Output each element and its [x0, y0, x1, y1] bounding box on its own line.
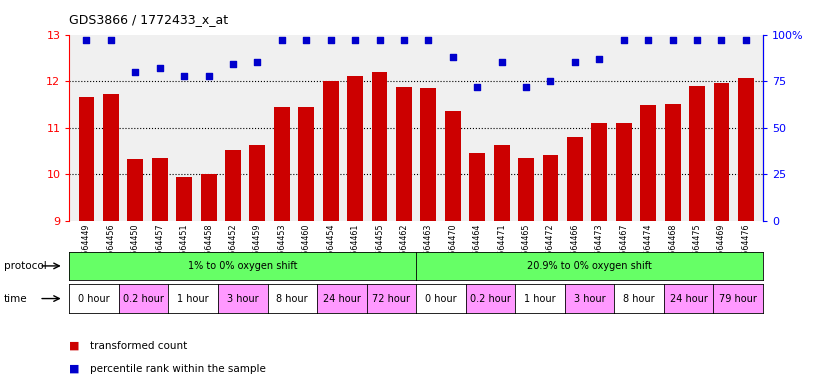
Bar — [152, 158, 167, 221]
Bar — [665, 104, 681, 221]
Point — [617, 37, 630, 43]
Text: 0 hour: 0 hour — [78, 293, 110, 304]
Bar — [641, 105, 656, 221]
Point — [641, 37, 654, 43]
Text: transformed count: transformed count — [90, 341, 187, 351]
Point — [471, 84, 484, 90]
Text: ■: ■ — [69, 341, 80, 351]
Bar — [469, 153, 486, 221]
Point — [544, 78, 557, 84]
Text: 72 hour: 72 hour — [372, 293, 410, 304]
Text: 8 hour: 8 hour — [277, 293, 308, 304]
Text: ■: ■ — [69, 364, 80, 374]
Text: time: time — [4, 293, 28, 304]
Point — [715, 37, 728, 43]
Point — [104, 37, 118, 43]
Point — [324, 37, 337, 43]
Point — [739, 37, 752, 43]
Text: percentile rank within the sample: percentile rank within the sample — [90, 364, 266, 374]
Point — [520, 84, 533, 90]
Point — [251, 60, 264, 66]
Bar — [592, 123, 607, 221]
Text: GDS3866 / 1772433_x_at: GDS3866 / 1772433_x_at — [69, 13, 228, 26]
Point — [80, 37, 93, 43]
Text: protocol: protocol — [4, 261, 47, 271]
Bar — [225, 150, 241, 221]
Text: 24 hour: 24 hour — [670, 293, 707, 304]
Point — [373, 37, 386, 43]
Point — [690, 37, 703, 43]
Point — [666, 37, 679, 43]
Text: 0.2 hour: 0.2 hour — [470, 293, 511, 304]
Bar — [738, 78, 754, 221]
Text: 3 hour: 3 hour — [574, 293, 605, 304]
Text: 3 hour: 3 hour — [227, 293, 259, 304]
Point — [153, 65, 166, 71]
Point — [129, 69, 142, 75]
Point — [202, 73, 215, 79]
Point — [275, 37, 288, 43]
Point — [178, 73, 191, 79]
Bar — [103, 94, 119, 221]
Point — [227, 61, 240, 68]
Bar — [78, 98, 95, 221]
Bar — [127, 159, 144, 221]
Bar — [445, 111, 461, 221]
Point — [569, 60, 582, 66]
Text: 79 hour: 79 hour — [719, 293, 757, 304]
Text: 20.9% to 0% oxygen shift: 20.9% to 0% oxygen shift — [527, 261, 652, 271]
Point — [592, 56, 605, 62]
Bar — [689, 86, 705, 221]
Bar — [176, 177, 192, 221]
Text: 1% to 0% oxygen shift: 1% to 0% oxygen shift — [188, 261, 298, 271]
Bar — [518, 158, 534, 221]
Bar — [347, 76, 363, 221]
Bar — [420, 88, 437, 221]
Bar — [299, 107, 314, 221]
Bar — [396, 87, 412, 221]
Point — [446, 54, 459, 60]
Bar — [543, 155, 558, 221]
Text: 1 hour: 1 hour — [177, 293, 209, 304]
Bar — [371, 72, 388, 221]
Point — [299, 37, 313, 43]
Bar — [274, 107, 290, 221]
Point — [397, 37, 410, 43]
Point — [422, 37, 435, 43]
Bar — [250, 146, 265, 221]
Point — [348, 37, 361, 43]
Text: 0.2 hour: 0.2 hour — [123, 293, 164, 304]
Bar — [567, 137, 583, 221]
Bar — [616, 123, 632, 221]
Text: 8 hour: 8 hour — [623, 293, 655, 304]
Text: 24 hour: 24 hour — [323, 293, 361, 304]
Text: 1 hour: 1 hour — [524, 293, 556, 304]
Bar — [323, 81, 339, 221]
Point — [495, 60, 508, 66]
Bar — [494, 146, 509, 221]
Bar — [201, 174, 216, 221]
Text: 0 hour: 0 hour — [425, 293, 457, 304]
Bar — [713, 83, 730, 221]
